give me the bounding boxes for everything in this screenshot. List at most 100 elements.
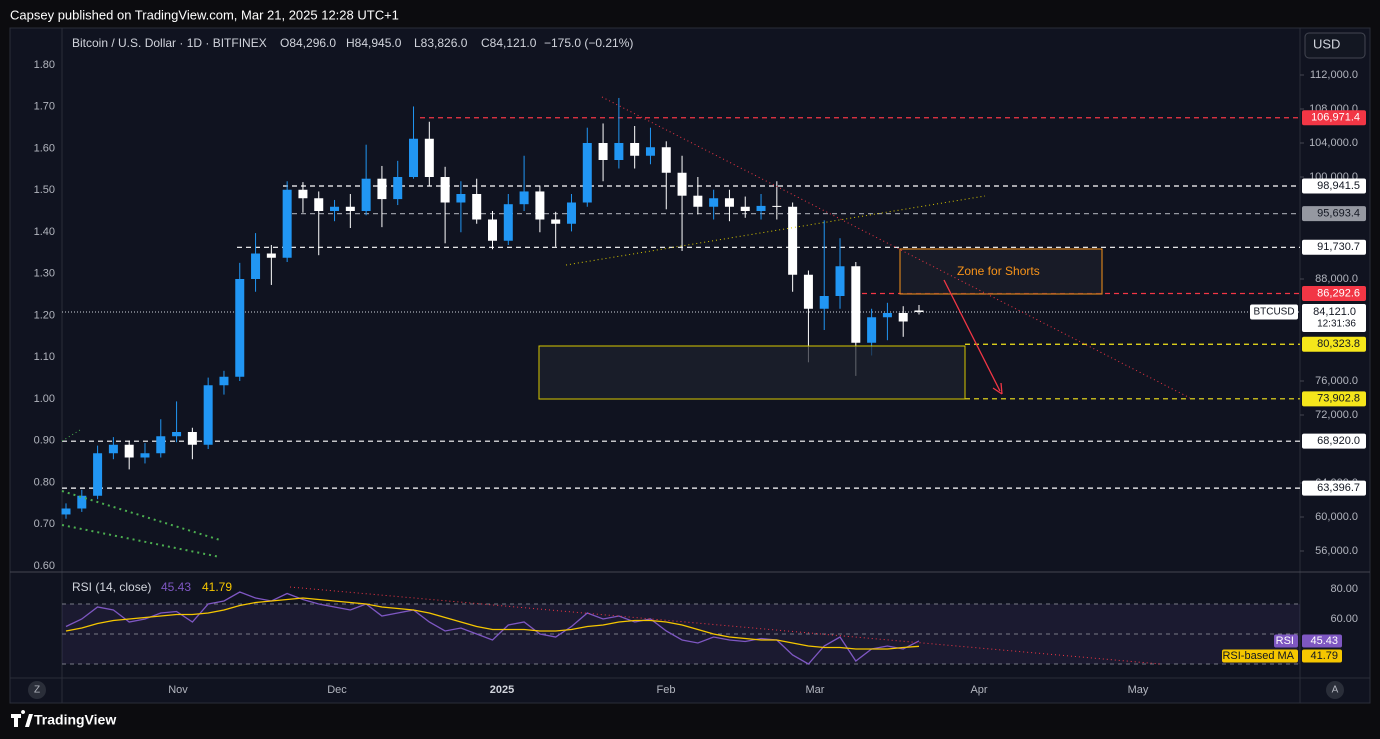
left-tick-label: 0.70: [34, 518, 55, 530]
candle-body: [614, 142, 624, 160]
level-label-bg: [1302, 110, 1366, 126]
candle-body: [393, 176, 403, 200]
symbol-label-bg: [1250, 304, 1298, 320]
candle-body: [519, 191, 529, 205]
x-tick-label: Nov: [168, 684, 188, 696]
candle-body: [788, 206, 798, 275]
arrow-head: [992, 382, 1003, 395]
current-label: 84,121.0: [1313, 306, 1356, 318]
axis-labels: Bitcoin / U.S. Dollar · 1D · BITFINEX O84…: [34, 36, 1366, 696]
symbol-label: BTCUSD: [1253, 307, 1294, 318]
zoom-button[interactable]: [28, 681, 46, 699]
auto-button[interactable]: [1326, 681, 1344, 699]
level-label: 98,941.5: [1317, 180, 1360, 192]
left-tick-label: 1.70: [34, 101, 55, 113]
left-tick-label: 1.40: [34, 226, 55, 238]
level-label: 68,920.0: [1317, 435, 1360, 447]
level-label-bg: [1302, 206, 1366, 222]
left-tick-label: 0.80: [34, 476, 55, 488]
ohlc-legend: O84,296.0: [280, 36, 336, 50]
current-label-bg: [1302, 303, 1366, 332]
candle-body: [172, 432, 182, 437]
left-tick-label: 0.90: [34, 435, 55, 447]
rsi-name-bg: [1222, 649, 1298, 663]
candle-body: [914, 310, 924, 312]
candle-body: [93, 453, 103, 496]
rsi-tick-label: 60.00: [1330, 613, 1358, 625]
level-label: 80,323.8: [1317, 338, 1360, 350]
footer-brand: TradingView: [34, 712, 116, 728]
rsi-trend-line: [289, 586, 1161, 665]
y-tick-label: 112,000.0: [1310, 69, 1358, 81]
candle-body: [298, 189, 308, 199]
y-tick-label: 56,000.0: [1315, 545, 1358, 557]
x-tick-label: Dec: [327, 684, 347, 696]
candle-body: [851, 266, 861, 343]
candle-body: [535, 191, 545, 220]
y-tick-label: 104,000.0: [1309, 137, 1358, 149]
candle-body: [661, 147, 671, 173]
rsi-name-label: RSI: [1276, 635, 1294, 647]
ohlc-legend: H84,945.0: [346, 36, 402, 50]
candle-body: [108, 444, 118, 454]
candle-body: [187, 432, 197, 445]
level-label: 91,730.7: [1317, 241, 1360, 253]
candle-body: [361, 178, 371, 212]
candle-body: [772, 205, 782, 207]
candle-body: [409, 138, 419, 177]
rsi-legend-value: 41.79: [202, 580, 232, 594]
candle-body: [251, 253, 261, 280]
level-label: 106,971.4: [1311, 112, 1360, 124]
candle-body: [803, 274, 813, 309]
left-tick-label: 1.50: [34, 184, 55, 196]
short-zone-label: Zone for Shorts: [957, 264, 1040, 278]
level-label-bg: [1302, 391, 1366, 407]
candle-body: [630, 142, 640, 156]
level-label: 95,693.4: [1317, 208, 1360, 220]
rsi-name-bg: [1274, 634, 1298, 648]
x-tick-label: May: [1128, 684, 1149, 696]
x-tick-label: Feb: [657, 684, 676, 696]
candle-body: [566, 202, 576, 224]
candle-body: [219, 376, 229, 386]
candle-body: [835, 266, 845, 297]
left-tick-label: 1.10: [34, 351, 55, 363]
candle-body: [140, 453, 150, 458]
left-tick-label: 1.00: [34, 393, 55, 405]
x-tick-label: Apr: [970, 684, 987, 696]
candle-body: [424, 138, 434, 177]
left-tick-label: 0.60: [34, 560, 55, 572]
candle-body: [740, 206, 750, 212]
level-label-bg: [1302, 433, 1366, 449]
candle-body: [282, 189, 292, 258]
candle-body: [345, 206, 355, 212]
candle-body: [235, 279, 245, 377]
x-tick-label: 2025: [490, 684, 514, 696]
left-tick-label: 1.20: [34, 309, 55, 321]
trend-line: [565, 195, 986, 266]
candle-body: [898, 313, 908, 322]
level-label-bg: [1302, 178, 1366, 194]
currency-button[interactable]: [1304, 32, 1366, 59]
rsi-line: [65, 597, 920, 650]
candle-body: [756, 205, 766, 212]
candle-body: [440, 176, 450, 203]
tradingview-logo: [11, 710, 33, 727]
rsi-tick-label: 80.00: [1330, 583, 1358, 595]
candle-body: [551, 219, 561, 224]
support-zone-box: [538, 345, 966, 400]
level-label-bg: [1302, 239, 1366, 255]
currency-label[interactable]: USD: [1313, 36, 1340, 51]
zoom-button-label[interactable]: Z: [34, 685, 40, 696]
left-tick-label: 1.60: [34, 142, 55, 154]
candle-body: [724, 198, 734, 207]
level-label: 86,292.6: [1317, 287, 1360, 299]
auto-button-label[interactable]: A: [1332, 685, 1339, 696]
arrow: [943, 279, 1001, 392]
rsi-value-bg: [1302, 649, 1342, 663]
level-label-bg: [1302, 286, 1366, 302]
short-zone-box: [899, 248, 1103, 295]
rsi-title: RSI (14, close): [72, 580, 151, 594]
level-label: 73,902.8: [1317, 393, 1360, 405]
